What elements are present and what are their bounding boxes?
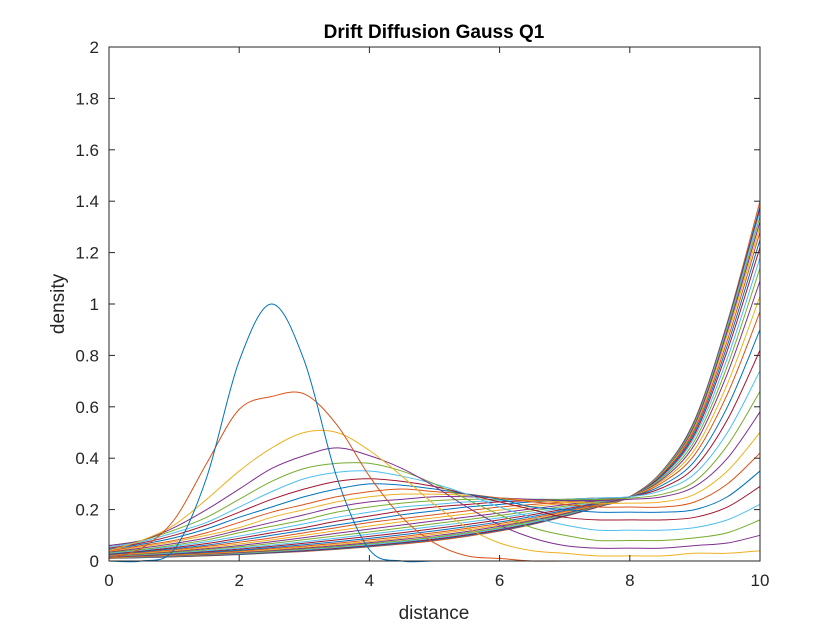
y-tick-label: 0.6 [75, 398, 99, 417]
series-line-12 [108, 391, 761, 554]
series-line-21 [108, 247, 761, 558]
tick-labels: 0 2 4 6 8 10 0 0.2 0.4 0.6 0.8 1 1.2 1.4 1.6 1.8 2 [75, 38, 769, 590]
series-line-23 [108, 231, 761, 558]
series-line-20 [108, 257, 761, 557]
series-line-10 [108, 432, 761, 552]
series-line-8 [108, 470, 761, 550]
x-tick-label: 6 [495, 571, 504, 590]
series-line-18 [108, 280, 761, 557]
y-axis-label: density [48, 273, 69, 334]
axes [108, 46, 761, 562]
chart-title: Drift Diffusion Gauss Q1 [324, 22, 545, 43]
series-line-17 [108, 296, 761, 556]
y-tick-label: 1.8 [75, 89, 99, 108]
y-tick-label: 0.2 [75, 501, 99, 520]
y-tick-label: 2 [90, 38, 99, 57]
y-tick-label: 0.4 [75, 449, 99, 468]
series-line-9 [108, 452, 761, 552]
series-line-11 [108, 411, 761, 553]
x-tick-label: 0 [104, 571, 113, 590]
y-tick-label: 1.2 [75, 244, 99, 263]
y-tick-label: 1 [90, 295, 99, 314]
series-line-22 [108, 239, 761, 558]
x-axis-label: distance [399, 603, 470, 624]
x-tick-label: 8 [625, 571, 634, 590]
y-tick-label: 1.6 [75, 141, 99, 160]
plot-area [109, 47, 760, 561]
series-line-4 [108, 447, 761, 549]
series-lines [108, 201, 761, 563]
series-line-3 [108, 429, 761, 557]
x-tick-label: 10 [751, 571, 770, 590]
series-line-16 [108, 311, 761, 556]
series-line-5 [108, 462, 761, 547]
x-tick-label: 4 [365, 571, 374, 590]
y-tick-label: 0 [90, 552, 99, 571]
series-line-24 [108, 226, 761, 558]
series-line-19 [108, 267, 761, 557]
x-tick-label: 2 [234, 571, 243, 590]
series-line-14 [108, 350, 761, 555]
y-tick-label: 1.4 [75, 192, 99, 211]
series-line-15 [108, 329, 761, 555]
y-tick-label: 0.8 [75, 346, 99, 365]
